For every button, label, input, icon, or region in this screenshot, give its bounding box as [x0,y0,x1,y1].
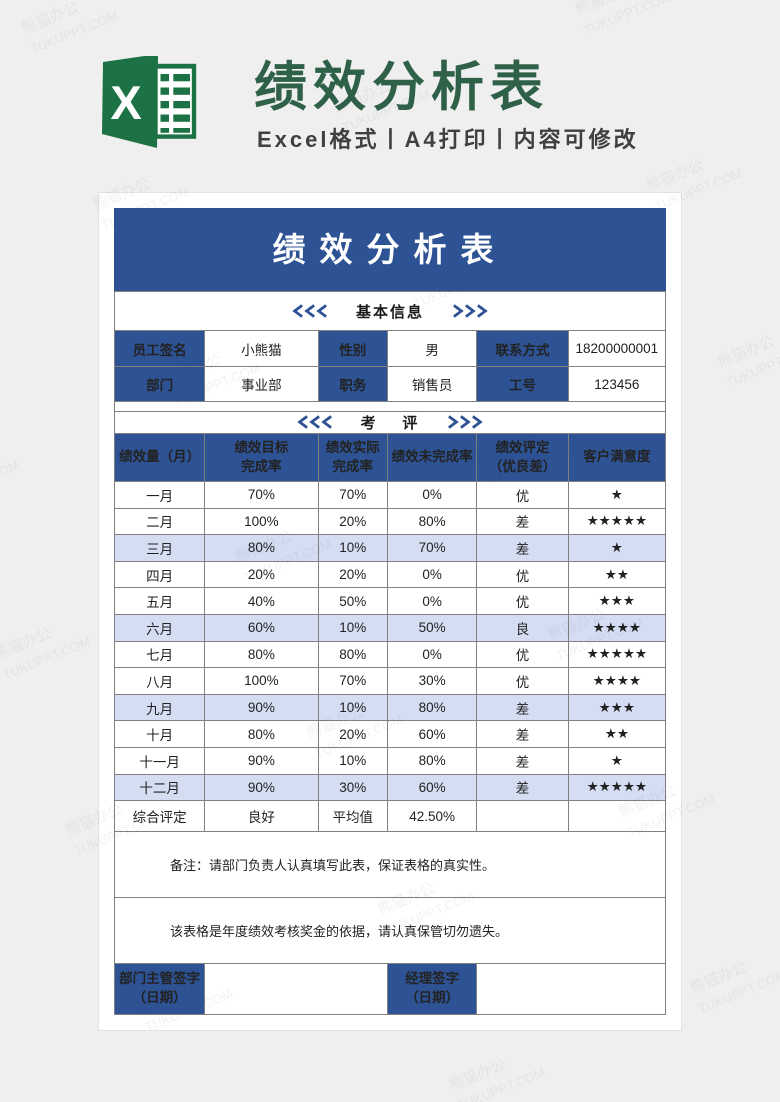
svg-text:X: X [110,76,141,129]
